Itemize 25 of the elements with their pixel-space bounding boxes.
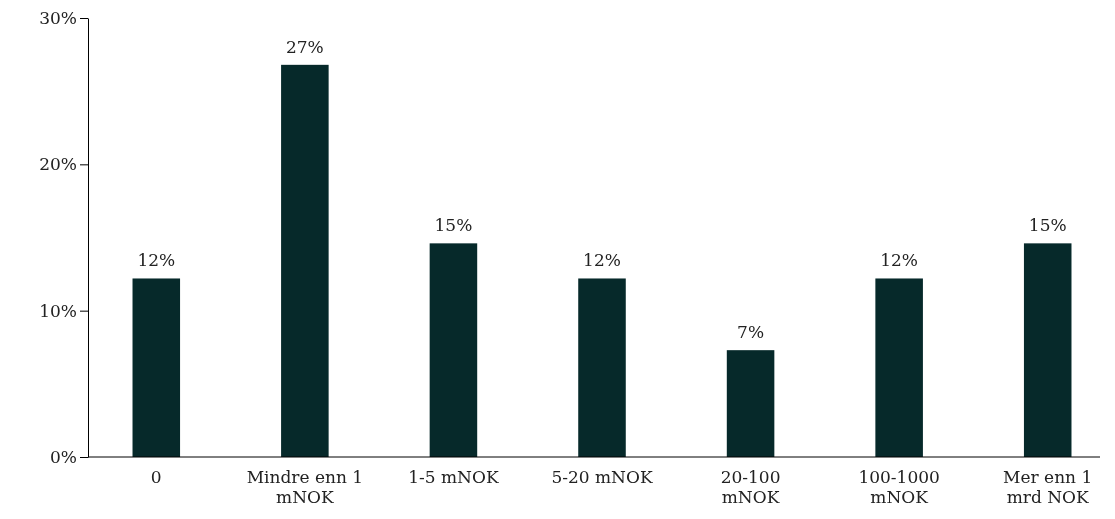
bar [578,278,626,457]
data-label: 12% [880,250,919,271]
bar [1023,243,1072,457]
bar [726,350,775,457]
y-tick-label: 10% [39,300,77,321]
data-label: 27% [285,36,324,57]
y-tick-label: 0% [50,446,77,467]
x-tick-label: 20-100 mNOK [720,467,781,507]
data-label: 12% [583,250,621,271]
data-label: 7% [737,322,765,343]
x-tick-label: Mer enn 1 mrd NOK [1003,467,1093,507]
x-tick-label: 0 [150,467,162,487]
data-label: 12% [137,250,176,271]
x-tick-label: 100-1000 mNOK [858,467,940,507]
data-label: 15% [1028,215,1067,236]
y-tick-label: 30% [39,7,77,28]
bar [281,64,329,457]
x-tick-label: 5-20 mNOK [551,467,653,487]
y-tick-label: 20% [39,154,77,175]
data-label: 15% [434,215,473,236]
bar [875,278,923,457]
x-tick-label: Mindre enn 1 mNOK [246,467,364,507]
x-tick-label: 1-5 mNOK [408,467,499,487]
bar [429,243,478,457]
bar [132,278,181,457]
